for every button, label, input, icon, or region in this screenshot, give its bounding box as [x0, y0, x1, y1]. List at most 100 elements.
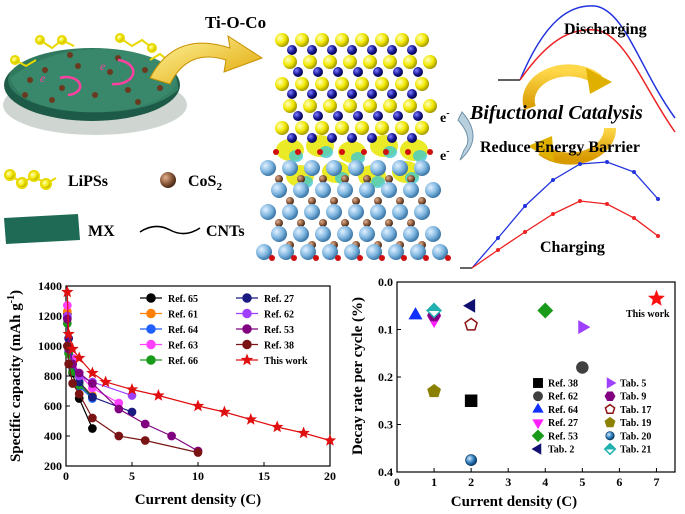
- cobalt-atom: [367, 89, 377, 99]
- chart1-y-axis-label: Specific capacity (mAh g-1): [6, 290, 24, 462]
- chart2-point-ref-53: [537, 302, 554, 319]
- sulfur-atom: [275, 33, 289, 47]
- chart2-x-tick-label: 7: [653, 475, 659, 489]
- carbon-atom: [407, 175, 415, 183]
- titanium-atom: [282, 160, 298, 176]
- carbon-atom: [385, 219, 393, 227]
- carbon-atom: [363, 175, 371, 183]
- chart1-legend-label: Ref. 64: [168, 325, 198, 336]
- chart2-point-tab-2: [463, 298, 476, 313]
- charging-energy-curves: [460, 160, 660, 269]
- titanium-atom: [403, 226, 419, 242]
- chart2-legend-marker: [532, 402, 544, 413]
- oxygen-atom: [383, 149, 389, 155]
- carbon-atom: [385, 175, 393, 183]
- electron-cycle-arrows: [59, 58, 135, 97]
- chart1-point-this-work: [72, 351, 86, 364]
- chart1-point-this-work: [270, 420, 284, 433]
- chart1-legend-label: This work: [264, 356, 308, 367]
- chart1-y-tick-label: 200: [44, 459, 62, 473]
- chart2-legend-marker: [604, 391, 616, 401]
- chart2-legend-marker: [531, 443, 542, 455]
- chart2-legend-label: Ref. 53: [548, 431, 578, 442]
- chart2-x-tick-label: 5: [579, 475, 585, 489]
- chart1-point-this-work: [191, 399, 205, 412]
- cobalt-atom: [313, 111, 323, 121]
- sulfur-atom: [283, 99, 297, 113]
- titanium-atom: [392, 204, 408, 220]
- oxygen-atom: [291, 255, 297, 261]
- chart1-legend-marker: [146, 324, 156, 334]
- chart1-point-this-work: [152, 389, 165, 401]
- chart1-point-ref-53: [74, 368, 84, 378]
- cobalt-atom: [293, 67, 303, 77]
- sulfur-atom: [355, 33, 369, 47]
- chart1-y-tick-label: 800: [44, 369, 62, 383]
- chart1-ticks: 0 5 10 15 20 200 400 600 800 1000 1200 1400: [38, 279, 336, 483]
- chart1-legend-label: Ref. 66: [168, 356, 198, 367]
- oxygen-atom: [295, 149, 301, 155]
- chart1-x-tick-label: 0: [63, 469, 69, 483]
- chart2-legend-label: Tab. 19: [620, 418, 651, 429]
- titanium-atom: [282, 204, 298, 220]
- chart2-x-tick-label: 0: [394, 475, 400, 489]
- cobalt-atom: [373, 67, 383, 77]
- sulfur-atom: [335, 77, 349, 91]
- titanium-atom: [322, 244, 338, 260]
- sulfur-atom: [375, 77, 389, 91]
- electron-label-1: e: [40, 71, 46, 85]
- titanium-atom: [271, 226, 287, 242]
- zoom-arrow: [149, 34, 264, 85]
- chart2-legend-label: Ref. 38: [548, 379, 578, 390]
- carbon-atom: [418, 197, 426, 205]
- chart1-legend-label: Ref. 62: [264, 310, 294, 321]
- chart2-y-axis-label: Decay rate per cycle (%): [350, 297, 366, 455]
- sulfur-atom: [295, 33, 309, 47]
- sulfur-atom: [335, 33, 349, 47]
- chart2-legend-label: Ref. 62: [548, 392, 578, 403]
- chart1-point-ref-38: [140, 436, 150, 445]
- chart2-point-tab-5: [578, 320, 591, 335]
- titanium-atom: [271, 182, 287, 198]
- chart2-annotation-this-work: This work: [626, 309, 670, 320]
- cobalt-atom: [367, 133, 377, 143]
- titanium-atom: [337, 182, 353, 198]
- sulfur-atom: [403, 55, 417, 69]
- sulfur-atom: [315, 33, 329, 47]
- chart1-point-ref-53: [167, 431, 176, 441]
- sulfur-atom: [275, 121, 289, 135]
- titanium-atom: [392, 160, 408, 176]
- chart1-legend-marker: [240, 353, 254, 366]
- chart1-point-ref-65: [88, 424, 97, 433]
- chart2-legend-label: Tab. 2: [548, 445, 574, 456]
- cobalt-atom: [407, 89, 417, 99]
- cobalt-atom: [413, 111, 423, 121]
- chart1-point-this-work: [244, 413, 258, 425]
- chart1-point-ref-38: [68, 379, 77, 388]
- chart2-x-tick-label: 1: [431, 475, 437, 489]
- titanium-atom: [326, 160, 342, 176]
- chart2-legend-marker: [604, 416, 616, 428]
- chart2-x-axis-label: Current density (C): [451, 494, 577, 510]
- titanium-atom: [293, 226, 309, 242]
- titanium-atom: [293, 182, 309, 198]
- oxygen-atom: [317, 149, 323, 155]
- cobalt-atom: [413, 67, 423, 77]
- oxygen-atom: [401, 255, 407, 261]
- charge-density-lobe: [371, 176, 385, 188]
- sulfur-atom: [423, 55, 437, 69]
- chart2-legend-label: Tab. 17: [620, 405, 651, 416]
- carbon-atom: [297, 219, 305, 227]
- titanium-atom: [370, 160, 386, 176]
- chart2-x-tick-label: 2: [468, 475, 474, 489]
- chart1-point-ref-53: [114, 404, 124, 414]
- oxygen-atom: [335, 255, 341, 261]
- rate-capability-chart: 0 5 10 15 20 200 400 600 800 1000 1200 1400 Ref. 65…: [6, 279, 337, 508]
- sulfur-atom: [295, 77, 309, 91]
- cobalt-atom: [387, 45, 397, 55]
- charge-density-lobe: [319, 146, 333, 158]
- cobalt-atom: [293, 111, 303, 121]
- chart2-legend-marker: [603, 442, 617, 456]
- chart2-point-ref-62: [576, 361, 589, 374]
